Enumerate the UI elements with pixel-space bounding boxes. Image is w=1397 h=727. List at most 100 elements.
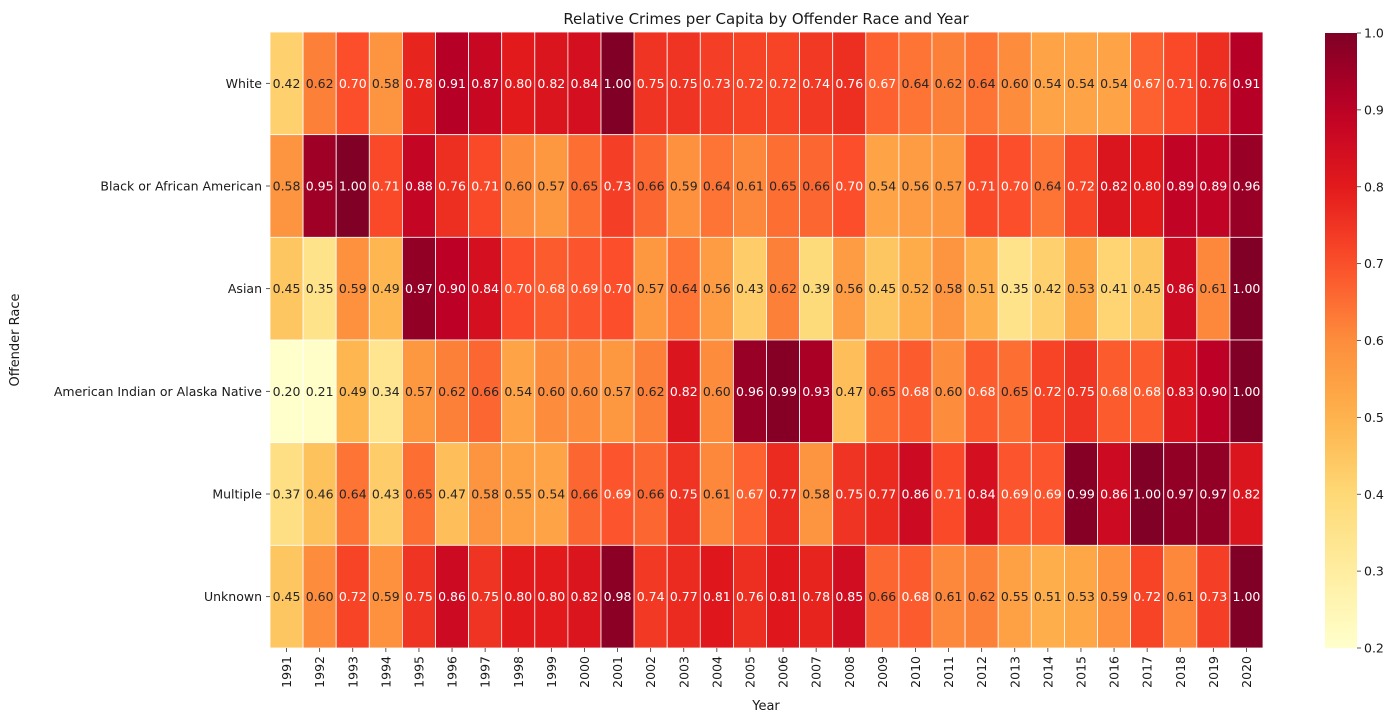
cell-value-label: 0.68	[1100, 384, 1128, 399]
cell-value-label: 0.80	[504, 76, 532, 91]
cell-value-label: 0.72	[769, 76, 797, 91]
y-tick-label: American Indian or Alaska Native	[54, 384, 262, 399]
cell-value-label: 0.88	[405, 179, 433, 194]
cell-value-label: 0.35	[306, 281, 334, 296]
cell-value-label: 0.62	[637, 384, 665, 399]
cell-value-label: 0.65	[769, 179, 797, 194]
cell-value-label: 0.66	[471, 384, 499, 399]
cell-value-label: 0.93	[802, 384, 830, 399]
cell-value-label: 0.54	[1067, 76, 1095, 91]
heatmap-cell	[699, 31, 734, 136]
heatmap-cell	[468, 134, 503, 238]
cell-value-label: 0.43	[736, 281, 764, 296]
cell-value-label: 0.89	[1199, 179, 1227, 194]
cell-value-label: 0.69	[1034, 487, 1062, 502]
x-tick-label: 2005	[742, 656, 757, 688]
heatmap-cell	[435, 442, 469, 546]
heatmap-cell	[567, 339, 602, 444]
heatmap-cell	[997, 339, 1032, 444]
cell-value-label: 0.70	[339, 76, 367, 91]
heatmap-cell	[1229, 544, 1264, 649]
heatmap-cell	[1196, 236, 1231, 341]
cell-value-label: 0.61	[935, 589, 963, 604]
heatmap-cell	[567, 236, 602, 341]
y-axis-title: Offender Race	[8, 293, 23, 386]
cell-value-label: 0.84	[471, 281, 499, 296]
heatmap-cell	[832, 134, 867, 238]
cell-value-label: 0.49	[372, 281, 400, 296]
cell-value-label: 0.82	[537, 76, 565, 91]
x-tick-label: 1992	[312, 656, 327, 688]
heatmap-cell	[1163, 31, 1198, 136]
cell-value-label: 0.76	[1199, 76, 1227, 91]
cell-value-label: 0.67	[1133, 76, 1161, 91]
x-tick-label: 2018	[1173, 656, 1188, 688]
cell-value-label: 0.82	[1233, 487, 1261, 502]
cell-value-label: 0.68	[537, 281, 565, 296]
heatmap-cell	[1030, 236, 1065, 341]
cell-value-label: 0.75	[1067, 384, 1095, 399]
heatmap-cell	[1229, 339, 1264, 444]
cell-value-label: 0.83	[1166, 384, 1194, 399]
heatmap-cell	[302, 442, 337, 546]
y-tick-label: White	[226, 76, 263, 91]
colorbar-ticks: 0.2 0.3 0.4 0.5 0.6 0.7 0.8 0.9 1.0	[1357, 26, 1384, 656]
heatmap-cell	[435, 544, 469, 649]
heatmap-cell	[1097, 134, 1131, 238]
cell-value-label: 0.55	[504, 487, 532, 502]
heatmap-cell	[534, 339, 569, 444]
cell-value-label: 0.20	[273, 384, 301, 399]
heatmap-cell	[401, 544, 436, 649]
heatmap-cell	[1229, 236, 1264, 341]
heatmap-cell	[733, 236, 767, 341]
heatmap-cell	[1196, 134, 1231, 238]
cell-value-label: 0.58	[471, 487, 499, 502]
heatmap-cell	[799, 236, 834, 341]
heatmap-cell	[799, 134, 834, 238]
heatmap-cell	[468, 544, 503, 649]
colorbar-tick-label: 0.9	[1364, 102, 1384, 117]
heatmap-cell	[832, 31, 867, 136]
heatmap-cell	[964, 544, 999, 649]
heatmap-cell	[269, 236, 304, 341]
cell-value-label: 0.66	[868, 589, 896, 604]
cell-value-label: 0.72	[339, 589, 367, 604]
cell-value-label: 0.54	[868, 179, 896, 194]
cell-value-label: 1.00	[604, 76, 632, 91]
cell-value-label: 0.43	[372, 487, 400, 502]
cell-value-label: 0.51	[968, 281, 996, 296]
cell-value-label: 0.60	[1001, 76, 1029, 91]
x-tick-label: 2009	[875, 656, 890, 688]
cell-value-label: 0.21	[306, 384, 334, 399]
heatmap-cell	[368, 236, 403, 341]
y-tick-label: Unknown	[204, 589, 262, 604]
heatmap-cell	[1097, 339, 1131, 444]
heatmap-cell	[964, 236, 999, 341]
cell-value-label: 0.82	[670, 384, 698, 399]
cell-value-label: 0.69	[571, 281, 599, 296]
heatmap-cell	[964, 339, 999, 444]
cell-value-label: 0.73	[1199, 589, 1227, 604]
heatmap-cell	[832, 442, 867, 546]
cell-value-label: 0.65	[405, 487, 433, 502]
x-tick-label: 2014	[1040, 656, 1055, 688]
cell-value-label: 0.56	[902, 179, 930, 194]
heatmap-cell	[666, 134, 701, 238]
cell-value-label: 0.66	[802, 179, 830, 194]
cell-value-label: 0.99	[769, 384, 797, 399]
colorbar-tick-label: 0.8	[1364, 179, 1384, 194]
heatmap-cell	[633, 442, 668, 546]
x-tick-label: 1998	[511, 656, 526, 688]
cell-value-label: 0.98	[604, 589, 632, 604]
cell-value-label: 0.45	[273, 281, 301, 296]
cell-value-label: 0.75	[405, 589, 433, 604]
heatmap-cell	[865, 236, 900, 341]
heatmap-cell	[1196, 442, 1231, 546]
cell-value-label: 0.72	[736, 76, 764, 91]
heatmap-cell	[435, 236, 469, 341]
cell-value-label: 0.71	[968, 179, 996, 194]
cell-value-label: 0.68	[902, 384, 930, 399]
cell-value-label: 0.58	[372, 76, 400, 91]
cell-value-label: 0.45	[1133, 281, 1161, 296]
cell-value-label: 0.85	[835, 589, 863, 604]
